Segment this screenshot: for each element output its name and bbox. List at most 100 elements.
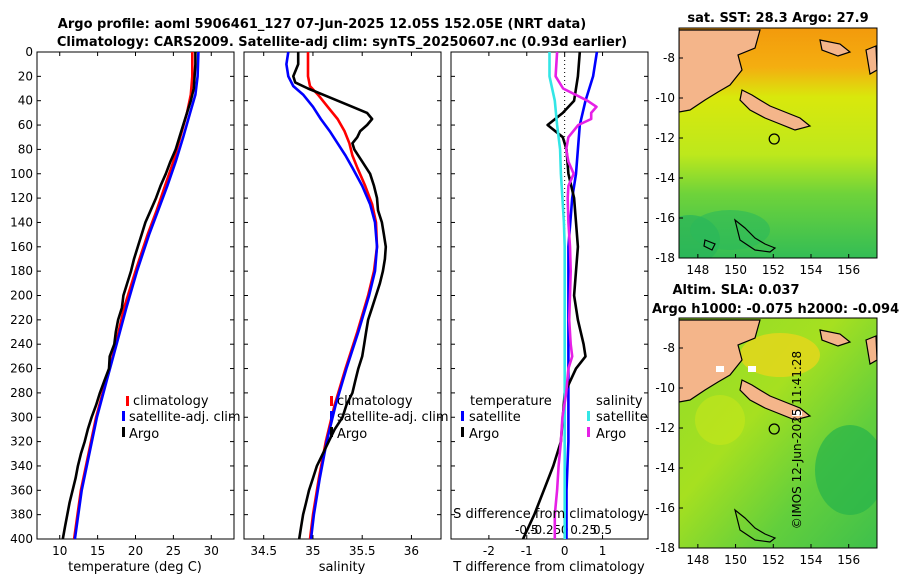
legend-title-salinity: salinity [596,394,643,409]
y-tick-label: 100 [10,167,33,181]
x-tick-label: -2 [483,544,495,558]
series-line-s-satellite [548,52,567,539]
y-tick-label: 80 [18,142,33,156]
legend-argo: Argo [337,427,367,442]
sla-missing-data [792,411,802,416]
legend-swatch-argo [330,427,333,437]
legend-swatch-argo [122,427,125,437]
s-tick-label: 0.25 [570,523,597,537]
legend-t-argo: Argo [469,427,499,442]
temperature-panel-frame [36,51,235,540]
series-line-argo [61,52,197,540]
x-tick-label: 10 [52,544,67,558]
s-difference-label: S difference from climatology [453,507,645,522]
x-tick-label: 30 [204,544,219,558]
y-tick-label: 400 [10,532,33,546]
series-line-t-argo [521,51,587,540]
sla-map-frame [678,317,878,549]
difference-legend: temperature salinity satellite Argo sate… [461,394,648,442]
legend-swatch-s-satellite [587,411,590,421]
difference-chart: -2 -1 0 1-0.5-0.25 0 0.250.5 [451,51,648,558]
legend-swatch-s-argo [587,427,590,437]
series-line-argo [291,52,388,540]
sla-low-patch [815,425,877,515]
lat-tick-label: -18 [655,251,675,265]
temperature-legend: climatology satellite-adj. clim Argo [122,394,241,442]
y-tick-label: 40 [18,94,33,108]
sla-missing-data [716,366,724,372]
lon-tick-label: 154 [800,263,823,277]
lon-tick-label: 156 [837,553,860,567]
legend-swatch-t-satellite [461,411,464,421]
louisiade-islands [739,379,812,421]
y-tick-label: 200 [10,289,33,303]
x-tick-label: -1 [521,544,533,558]
lon-tick-label: 156 [837,263,860,277]
louisiade-islands [739,89,812,131]
x-tick-label: 0 [561,544,569,558]
y-tick-label: 280 [10,386,33,400]
lat-tick-label: -12 [655,421,675,435]
temperature-xlabel: temperature (deg C) [68,560,202,575]
y-tick-label: 300 [10,410,33,424]
legend-t-satellite: satellite [469,410,521,425]
x-tick-label: 36 [404,544,419,558]
figure-title-line2: Climatology: CARS2009. Satellite-adj cli… [57,35,627,50]
x-tick-label: 35 [305,544,320,558]
bougainville-land [865,45,877,75]
figure-title-line1: Argo profile: aoml 5906461_127 07-Jun-20… [58,17,586,32]
sla-missing-data [748,366,756,372]
legend-s-satellite: satellite [596,410,648,425]
legend-swatch-t-argo [461,427,464,437]
x-tick-label: 25 [166,544,181,558]
legend-satellite-adj: satellite-adj. clim [129,410,241,425]
series-line-s-argo [553,51,598,539]
x-tick-label: 20 [128,544,143,558]
y-tick-label: 260 [10,362,33,376]
lat-tick-label: -8 [663,51,675,65]
lat-tick-label: -10 [655,381,675,395]
y-tick-label: 380 [10,508,33,522]
y-tick-label: 160 [10,240,33,254]
sla-map-ticks: 148 150 152 154 156 -8 -10 -12 -14 -16 -18 [655,341,860,567]
y-tick-label: 240 [10,337,33,351]
sla-high-patch [695,395,745,445]
temperature-chart: 0 20 40 60 80 100 120 140 160 180 200 220 240 260 280 3… [10,45,234,558]
new-britain-land [819,329,852,347]
bougainville-land [865,335,877,365]
y-tick-label: 180 [10,264,33,278]
lat-tick-label: -16 [655,211,675,225]
reef-islands [733,508,777,543]
lon-tick-label: 148 [686,553,709,567]
legend-argo: Argo [129,427,159,442]
series-line-satellite-adj-clim [285,51,379,540]
lat-tick-label: -8 [663,341,675,355]
sla-map-subtitle: Argo h1000: -0.075 h2000: -0.094 [652,302,899,317]
sst-map-frame [678,27,878,259]
argo-position-marker [768,133,780,145]
legend-title-temperature: temperature [470,394,552,409]
legend-swatch-satellite [122,411,125,421]
x-tick-label: 1 [599,544,607,558]
legend-satellite-adj: satellite-adj. clim [337,410,449,425]
papua-new-guinea-land [679,29,761,113]
papua-new-guinea-land [679,319,761,403]
sst-map-title: sat. SST: 28.3 Argo: 27.9 [687,11,868,26]
legend-swatch-satellite [330,411,333,421]
x-tick-label: 34.5 [250,544,277,558]
y-tick-label: 20 [18,69,33,83]
lon-tick-label: 152 [762,263,785,277]
reef-islands [733,218,777,253]
y-tick-label: 360 [10,483,33,497]
lon-tick-label: 150 [724,263,747,277]
x-tick-label: 15 [90,544,105,558]
series-line-climatology [72,52,194,540]
legend-climatology: climatology [337,394,413,409]
lat-tick-label: -10 [655,91,675,105]
legend-climatology: climatology [133,394,209,409]
y-tick-label: 340 [10,459,33,473]
sst-map-ticks: 148 150 152 154 156 -8 -10 -12 -14 -16 -18 [655,51,860,277]
sla-map-title: Altim. SLA: 0.037 [673,283,800,298]
y-tick-label: 320 [10,435,33,449]
s-tick-label: 0.5 [593,523,612,537]
